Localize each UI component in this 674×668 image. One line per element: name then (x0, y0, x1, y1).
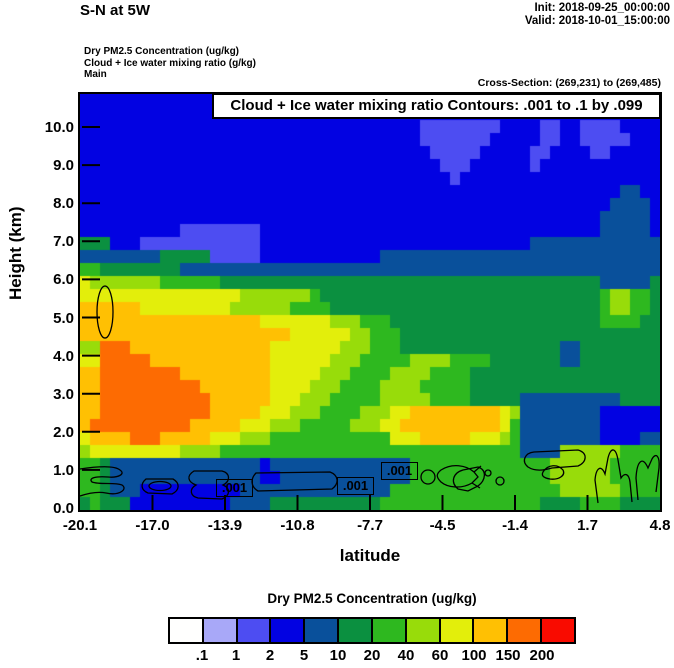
colorbar-tick-label: .1 (195, 647, 209, 664)
page-title: S-N at 5W (80, 2, 151, 19)
colorbar-tick-label: 40 (397, 647, 415, 664)
contour-value-label: .001 (216, 479, 253, 497)
plot-area (78, 92, 662, 512)
y-tick-label: 4.0 (53, 347, 74, 365)
y-tick-label: 6.0 (53, 271, 74, 289)
colorbar-tick-label: 60 (431, 647, 449, 664)
init-time: Init: 2018-09-25_00:00:00 (534, 2, 670, 14)
colorbar-cell (508, 619, 543, 642)
colorbar-tick-label: 10 (329, 647, 347, 664)
colorbar-tick-label: 20 (363, 647, 381, 664)
x-tick-label: -7.7 (357, 517, 383, 534)
y-tick-label: 7.0 (53, 233, 74, 251)
y-axis-title: Height (km) (6, 206, 25, 301)
valid-time: Valid: 2018-10-01_15:00:00 (524, 15, 670, 27)
field-1-label: Dry PM2.5 Concentration (ug/kg) (84, 46, 240, 57)
x-tick-label: -1.4 (502, 517, 528, 534)
run-times: Init: 2018-09-25_00:00:00 Valid: 2018-10… (525, 2, 670, 28)
y-tick-label: 3.0 (53, 385, 74, 403)
colorbar-cell (203, 619, 238, 642)
colorbar-cell (305, 619, 340, 642)
colorbar-cell (542, 619, 574, 642)
x-axis-title: latitude (339, 546, 401, 565)
y-tick-label: 8.0 (53, 195, 74, 213)
contour-annotation-box: Cloud + Ice water mixing ratio Contours:… (212, 93, 661, 119)
colorbar-cell (170, 619, 204, 642)
colorbar-cell (440, 619, 475, 642)
colorbar-cell (474, 619, 509, 642)
colorbar-tick-label: 5 (299, 647, 309, 664)
contour-value-label: .001 (381, 462, 418, 480)
y-tick-label: 1.0 (53, 461, 74, 479)
colorbar-cell (372, 619, 407, 642)
colorbar-cell (339, 619, 373, 642)
colorbar-tick-label: 150 (495, 647, 521, 664)
colorbar-cell (406, 619, 441, 642)
y-tick-label: 9.0 (53, 157, 74, 175)
x-tick-label: -10.8 (280, 517, 315, 534)
colorbar-title: Dry PM2.5 Concentration (ug/kg) (267, 591, 477, 606)
colorbar-tick-label: 100 (461, 647, 487, 664)
x-tick-label: -17.0 (135, 517, 170, 534)
cross-section-label: Cross-Section: (269,231) to (269,485) (477, 77, 661, 89)
colorbar-tick-label: 2 (265, 647, 275, 664)
colorbar-tick-label: 200 (529, 647, 555, 664)
x-tick-label: -13.9 (207, 517, 243, 534)
field-3-label: Main (84, 69, 107, 80)
contour-value-label: .001 (337, 477, 374, 495)
field-list: Dry PM2.5 Concentration (ug/kg) Cloud + … (84, 46, 256, 81)
colorbar-tick-label: 1 (231, 647, 241, 664)
x-tick-label: -4.5 (429, 517, 456, 534)
y-tick-label: 10.0 (44, 119, 74, 136)
field-2-label: Cloud + Ice water mixing ratio (g/kg) (84, 57, 256, 69)
colorbar-cell (271, 619, 306, 642)
x-tick-label: 1.7 (577, 517, 598, 534)
y-tick-label: 5.0 (53, 309, 74, 327)
colorbar-cell (237, 619, 272, 642)
heatmap-canvas (80, 94, 660, 510)
x-tick-label: 4.8 (649, 517, 671, 534)
y-tick-label: 2.0 (53, 423, 74, 441)
y-tick-label: 0.0 (53, 500, 74, 517)
x-tick-label: -20.1 (62, 517, 98, 534)
colorbar (168, 617, 576, 644)
